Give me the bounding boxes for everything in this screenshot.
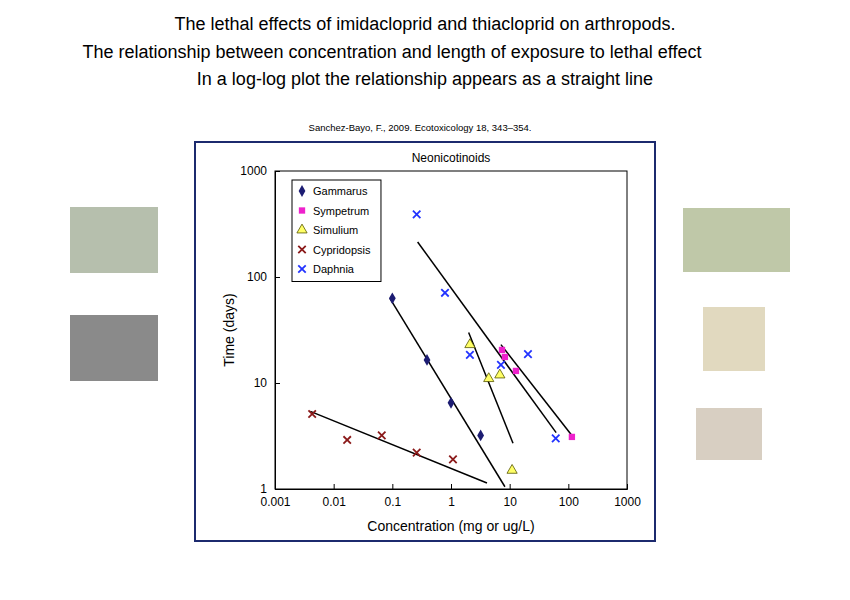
photo [70,315,158,381]
legend-box [292,180,381,282]
point [524,350,531,357]
point [484,373,494,382]
x-axis-title: Concentration (mg or ug/L) [367,518,534,534]
tick-label: 10 [254,376,268,390]
tick: 10 [254,376,280,390]
citation: Sanchez-Bayo, F., 2009. Ecotoxicology 18… [309,122,532,133]
tick-label: 1000 [240,164,267,178]
point [466,351,473,358]
point [552,435,559,442]
legend-marker [299,207,305,213]
fit-line [469,332,513,443]
x-axis: 0.001 0.01 0.1 1 10 100 1000 [260,484,641,509]
legend-label: Gammarus [313,185,368,197]
point [495,369,505,378]
tick: 1000 [240,164,280,178]
fit-line [501,345,572,436]
tick-label: 100 [559,495,579,509]
point [513,368,519,374]
legend-marker [298,246,305,253]
legend: Gammarus Sympetrum Simulium Cypridopsis Daph… [292,180,381,282]
legend-label: Cypridopsis [313,244,371,256]
y-axis: 1 10 100 1000 [240,164,280,496]
photo [696,408,762,460]
slide-title: The lethal effects of imidacloprid and t… [175,14,676,34]
point [449,456,456,463]
point [378,432,385,439]
tick-label: 100 [247,270,267,284]
point [413,449,420,456]
tick: 10 [503,484,517,509]
tick: 0.01 [322,484,346,509]
tick-label: 1 [260,482,267,496]
fit-line [390,298,505,486]
point [499,347,505,353]
plot-frame [275,171,627,489]
y-axis-title: Time (days) [221,293,237,366]
point [343,436,350,443]
point [497,361,504,368]
legend-marker [299,185,306,197]
tick-mark [510,484,511,489]
tick-mark [451,484,452,489]
legend-marker [298,265,305,272]
tick-label: 1 [448,495,455,509]
tick-label: 0.001 [260,495,290,509]
slide-title: The relationship between concentration a… [82,42,701,62]
photo [683,208,790,272]
photo [703,307,765,371]
legend-label: Sympetrum [313,205,369,217]
point [448,397,455,409]
point [477,430,484,442]
point [308,410,315,417]
fit-line [418,242,557,433]
chart-frame [195,142,655,541]
legend-label: Simulium [313,224,358,236]
axis-line [276,172,281,490]
point [502,354,508,360]
tick: 0.1 [384,484,401,509]
legend-marker [297,224,307,233]
tick-mark [275,277,280,278]
fit-line [310,411,487,483]
photo [70,207,158,273]
tick-mark [392,484,393,489]
tick-mark [275,383,280,384]
point [413,211,420,218]
tick: 100 [559,484,579,509]
point [424,354,431,366]
tick: 1000 [614,484,641,509]
point [441,289,448,296]
point [569,434,575,440]
point [465,339,475,348]
tick-label: 1000 [614,495,641,509]
tick-mark [568,484,569,489]
tick-label: 10 [503,495,517,509]
point [507,464,517,473]
tick-mark [334,484,335,489]
chart-title: Neonicotinoids [412,151,491,165]
tick-label: 0.01 [322,495,346,509]
slide-title: In a log-log plot the relationship appea… [197,69,653,89]
tick-label: 0.1 [384,495,401,509]
legend-label: Daphnia [313,263,355,275]
plot-area [308,211,575,487]
point [389,292,396,304]
tick: 1 [448,484,455,509]
